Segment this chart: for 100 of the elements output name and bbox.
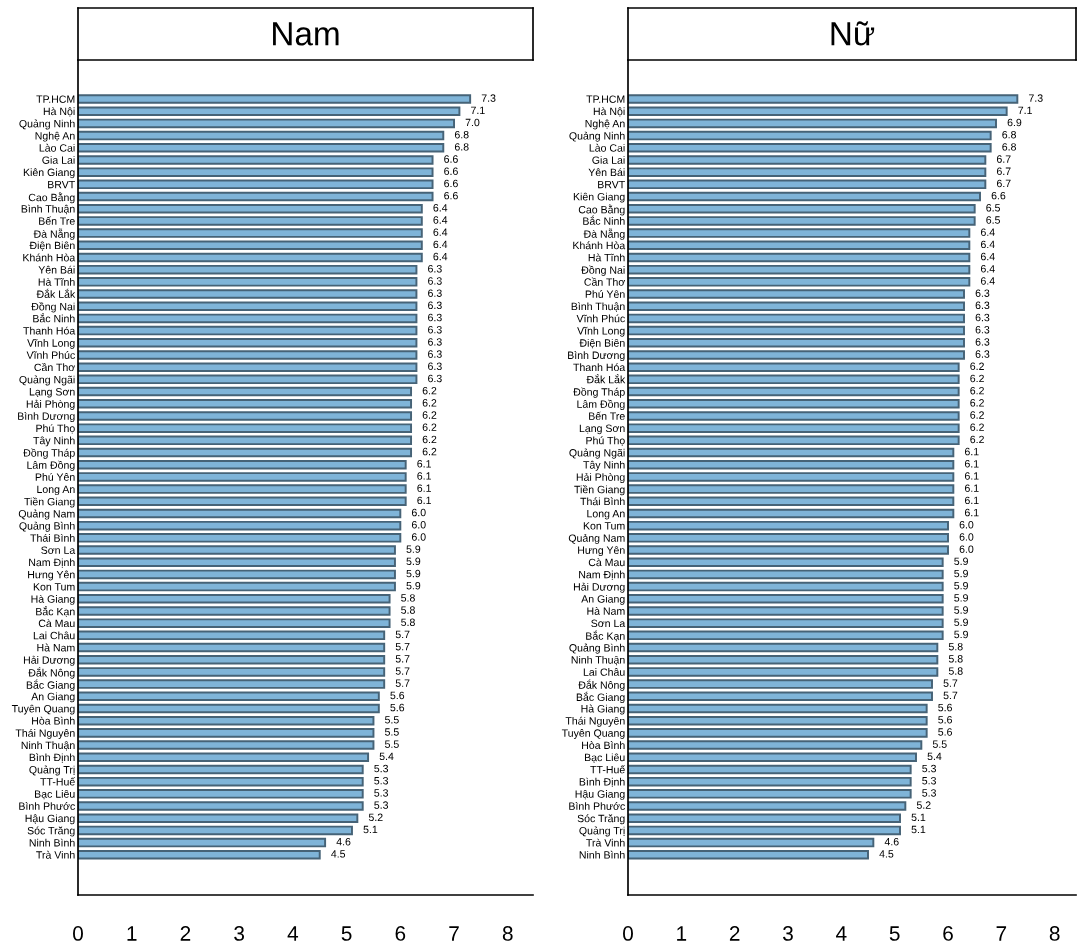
data-label: 5.8 (948, 655, 963, 663)
data-label: 6.2 (422, 411, 437, 419)
y-tick-label: Long An (37, 485, 75, 496)
bar (628, 825, 901, 836)
y-tick-label: Hòa Bình (582, 741, 625, 749)
bar (78, 143, 445, 153)
bar (78, 301, 418, 311)
bar (628, 289, 965, 299)
y-tick-label: Gia Lai (592, 156, 625, 164)
y-tick-label: Khánh Hòa (23, 253, 76, 262)
bar (628, 277, 971, 287)
y-tick-label: Quảng Ngãi (569, 448, 625, 459)
y-tick-label: Hậu Giang (575, 789, 625, 800)
data-label: 6.5 (986, 204, 1001, 212)
bar (628, 715, 928, 726)
bar (628, 520, 949, 531)
y-tick-label: Thanh Hóa (573, 363, 626, 372)
bar (78, 277, 418, 287)
data-label: 6.2 (970, 374, 984, 383)
y-tick-label: Phú Yên (585, 290, 625, 298)
bar (78, 679, 386, 689)
y-tick-label: Đồng Nai (31, 302, 75, 313)
data-label: 5.9 (954, 618, 968, 626)
y-tick-label: Vĩnh Phúc (576, 314, 625, 323)
data-label: 6.3 (428, 350, 442, 358)
data-label: 5.3 (922, 764, 936, 773)
chart-title: Nam (273, 22, 339, 46)
y-tick-label: Sơn La (41, 546, 76, 554)
bar (628, 801, 907, 811)
data-label: 6.2 (970, 423, 984, 431)
y-tick-label: Đắk Lắk (36, 288, 76, 298)
y-tick-label: Vĩnh Phúc (26, 351, 75, 359)
data-label: 5.3 (922, 776, 936, 785)
bar (628, 789, 912, 799)
data-label: 6.4 (980, 228, 995, 236)
y-tick-label: Sóc Trăng (577, 814, 625, 825)
y-tick-label: Đồng Nai (581, 265, 625, 276)
data-label: 6.9 (1007, 118, 1022, 127)
data-label: 6.1 (417, 472, 431, 480)
bar (628, 240, 971, 251)
data-label: 6.4 (980, 277, 995, 285)
bar (78, 155, 434, 165)
data-label: 6.3 (428, 277, 442, 285)
data-label: 6.4 (980, 240, 995, 249)
x-tick-label: 7 (449, 926, 459, 941)
y-tick-label: Nam Định (29, 558, 75, 568)
bar (628, 569, 944, 580)
data-label: 6.3 (428, 313, 442, 322)
y-tick-label: TT-Huế (590, 765, 626, 774)
y-tick-label: Cần Thơ (584, 277, 625, 286)
bar (628, 728, 928, 738)
y-tick-label: Bình Thuận (21, 204, 75, 215)
data-label: 5.7 (395, 679, 410, 687)
bar (628, 679, 933, 689)
data-label: 6.3 (975, 338, 990, 346)
data-label: 5.6 (938, 716, 952, 724)
data-label: 5.3 (374, 776, 389, 785)
bar (78, 167, 434, 177)
bar (78, 447, 413, 458)
bar (78, 752, 370, 762)
bar (78, 789, 364, 799)
y-tick-label: Lạng Sơn (29, 388, 75, 398)
data-label: 6.0 (411, 508, 426, 517)
y-tick-label: Hải Phòng (576, 472, 625, 484)
bar (628, 764, 912, 775)
bar (78, 252, 423, 263)
x-tick-label: 6 (395, 926, 406, 941)
data-label: 4.6 (884, 837, 899, 846)
data-label: 5.9 (406, 581, 421, 590)
data-label: 6.6 (991, 191, 1006, 200)
bar (78, 313, 418, 324)
y-tick-label: Bắc Ninh (583, 215, 625, 225)
y-tick-label: An Giang (31, 692, 75, 703)
x-tick-label: 6 (943, 926, 953, 941)
data-label: 5.2 (368, 813, 383, 822)
data-label: 6.4 (433, 204, 448, 212)
y-tick-label: Đồng Tháp (23, 448, 75, 459)
data-label: 5.4 (927, 752, 942, 761)
y-tick-label: Cà Mau (588, 558, 625, 567)
bar (78, 118, 455, 129)
bar (78, 350, 418, 360)
data-label: 6.4 (980, 265, 995, 273)
bar (628, 118, 997, 129)
y-tick-label: Ninh Bình (579, 850, 625, 859)
data-label: 6.3 (428, 301, 442, 310)
data-label: 5.7 (943, 691, 958, 700)
bar (628, 167, 987, 177)
bar (628, 423, 960, 433)
data-label: 5.7 (395, 667, 410, 675)
bar (78, 106, 461, 116)
data-label: 5.3 (922, 789, 936, 797)
bar (628, 850, 869, 860)
bar (78, 386, 413, 397)
data-label: 5.6 (390, 691, 405, 700)
data-label: 5.7 (943, 679, 958, 687)
bar (628, 459, 955, 470)
data-label: 6.1 (417, 496, 431, 505)
bar (628, 179, 987, 190)
data-label: 6.7 (996, 167, 1011, 175)
y-tick-label: Đắk Nông (578, 679, 625, 691)
